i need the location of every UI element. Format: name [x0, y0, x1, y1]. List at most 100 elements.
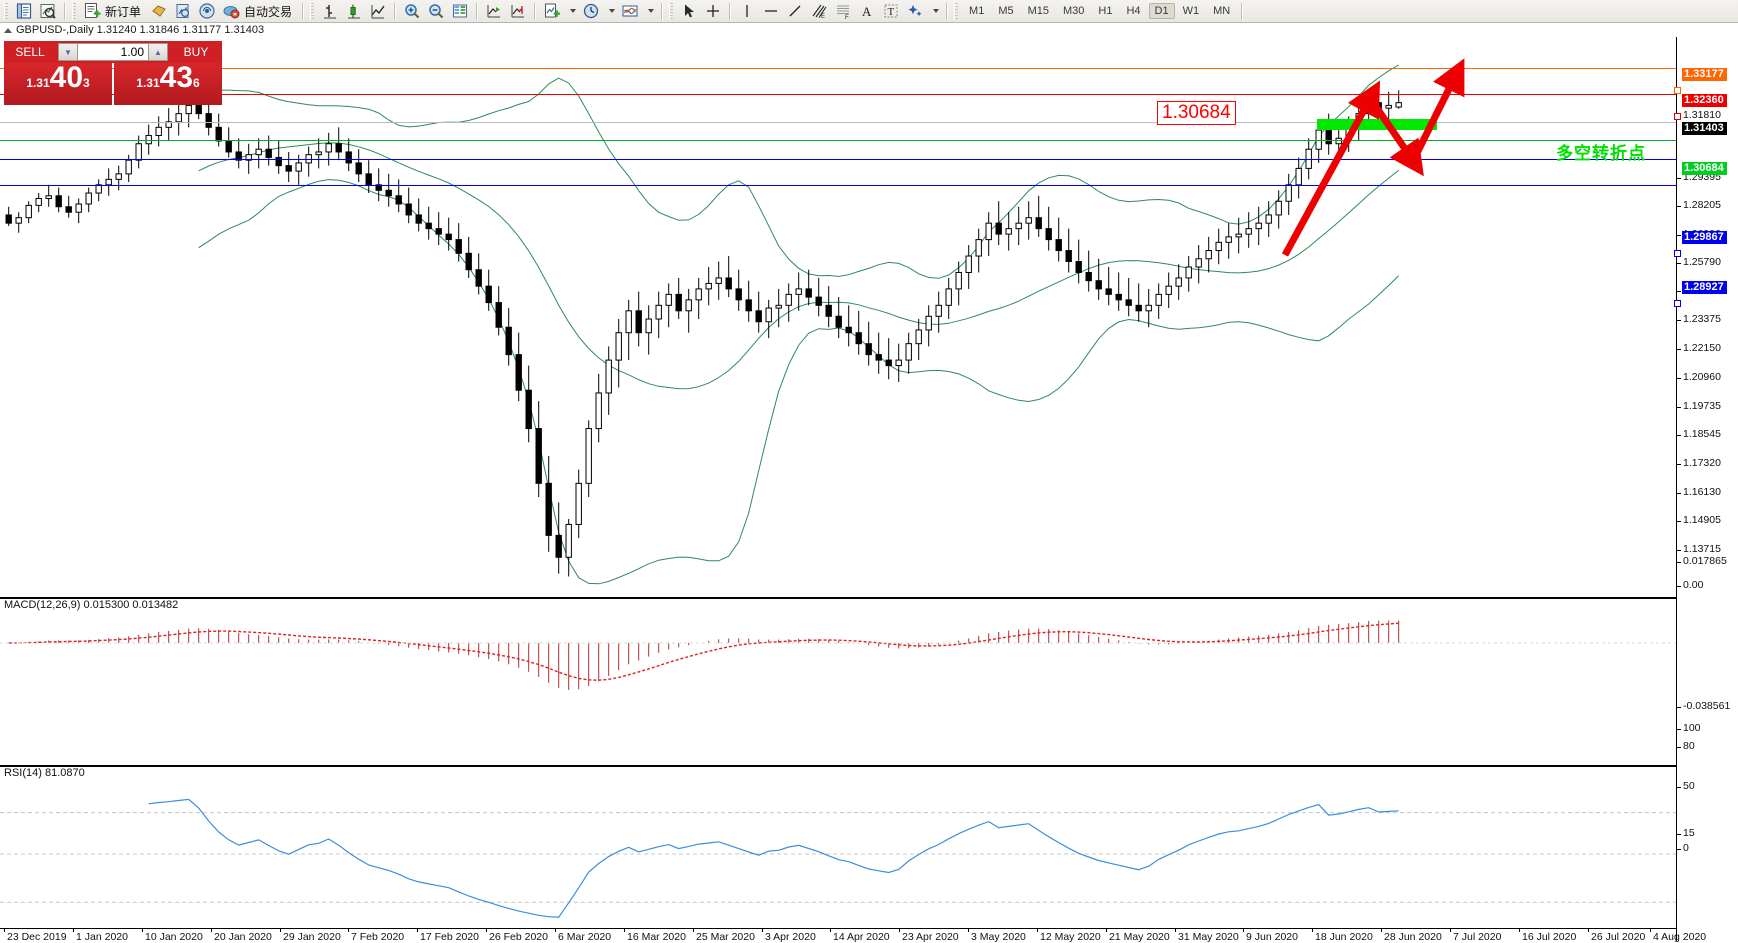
toolbar-grip[interactable] — [4, 2, 8, 20]
data-window-icon[interactable] — [36, 1, 60, 22]
toolbar-separator-7 — [729, 2, 732, 20]
rsi-pane[interactable] — [0, 781, 1676, 929]
expert-advisors-icon[interactable] — [147, 1, 171, 22]
price-annotation-box[interactable]: 1.30684 — [1157, 101, 1236, 125]
sell-price-pip: 3 — [83, 76, 90, 90]
price-line-support-blue-lower[interactable] — [0, 185, 1676, 186]
macd-tick-label: 0.017865 — [1683, 555, 1727, 567]
volume-input[interactable]: 1.00 — [78, 43, 148, 61]
timeframe-m30[interactable]: M30 — [1063, 5, 1085, 17]
date-tick-label: 18 Jun 2020 — [1315, 931, 1373, 943]
new-order-icon[interactable] — [80, 1, 104, 22]
price-tickmark — [1677, 435, 1681, 436]
text-label-icon[interactable]: T — [879, 1, 903, 22]
price-line-handle[interactable] — [1674, 300, 1681, 307]
auto-scroll-icon[interactable] — [482, 1, 506, 22]
volume-decrement-button[interactable]: ▼ — [58, 43, 78, 61]
templates-dropdown-icon[interactable] — [642, 1, 657, 22]
indicators-icon[interactable] — [540, 1, 564, 22]
timeframe-h4[interactable]: H4 — [1126, 5, 1141, 17]
chinese-annotation[interactable]: 多空转折点 — [1556, 144, 1646, 163]
macd-pane[interactable] — [0, 613, 1676, 703]
price-line-handle[interactable] — [1674, 250, 1681, 257]
price-tag-1.30684[interactable]: 1.30684 — [1682, 162, 1727, 175]
price-tag-1.29867[interactable]: 1.29867 — [1682, 231, 1727, 244]
price-line-resistance-orange[interactable] — [0, 68, 1676, 69]
shapes-icon[interactable] — [903, 1, 927, 22]
templates-icon[interactable] — [618, 1, 642, 22]
zoom-in-icon[interactable] — [400, 1, 424, 22]
price-axis[interactable]: 1.318101.293951.282051.269801.257901.245… — [1674, 37, 1738, 941]
volume-increment-button[interactable]: ▲ — [148, 43, 168, 61]
bar-chart-icon[interactable] — [318, 1, 342, 22]
rsi-tickmark — [1677, 834, 1681, 835]
signals-icon[interactable] — [195, 1, 219, 22]
chart-grid-icon[interactable] — [448, 1, 472, 22]
collapse-triangle-icon[interactable] — [4, 27, 12, 33]
candlestick-chart-icon[interactable] — [342, 1, 366, 22]
timeframe-d1[interactable]: D1 — [1148, 3, 1175, 19]
timeframe-h1[interactable]: H1 — [1098, 5, 1113, 17]
timeframe-m1[interactable]: M1 — [969, 5, 985, 17]
timeframe-w1[interactable]: W1 — [1182, 5, 1200, 17]
chart-window[interactable]: GBPUSD-,Daily 1.31240 1.31846 1.31177 1.… — [0, 23, 1738, 943]
auto-trading-label[interactable]: 自动交易 — [244, 4, 293, 19]
sell-button[interactable]: 1.31 40 3 — [4, 63, 112, 105]
price-tickmark — [1677, 521, 1681, 522]
timeframe-mn[interactable]: MN — [1213, 5, 1231, 17]
toolbar-grip-2[interactable] — [72, 2, 76, 20]
line-chart-icon[interactable] — [366, 1, 390, 22]
price-line-resistance-red[interactable] — [0, 94, 1676, 95]
toolbar-separator-4 — [476, 2, 479, 20]
price-tick-label: 1.16130 — [1683, 486, 1721, 498]
buy-button[interactable]: 1.31 43 6 — [114, 63, 222, 105]
price-tag-1.31403[interactable]: 1.31403 — [1682, 122, 1727, 135]
price-line-current-price-gray[interactable] — [0, 122, 1676, 123]
timeframe-m15[interactable]: M15 — [1027, 5, 1049, 17]
crosshair-icon[interactable] — [701, 1, 725, 22]
trendline-icon[interactable] — [783, 1, 807, 22]
cursor-icon[interactable] — [677, 1, 701, 22]
market-icon[interactable] — [219, 1, 243, 22]
date-tick-label: 9 Jun 2020 — [1246, 931, 1298, 943]
fibonacci-retracement-icon[interactable]: F — [831, 1, 855, 22]
svg-text:F: F — [845, 15, 849, 20]
vertical-line-icon[interactable] — [735, 1, 759, 22]
terminal-icon[interactable] — [12, 1, 36, 22]
price-pane[interactable] — [0, 37, 1676, 597]
date-tick-label: 10 Jan 2020 — [145, 931, 203, 943]
toolbar-grip-4[interactable] — [669, 2, 674, 20]
date-tickmark — [142, 929, 143, 932]
chart-shift-icon[interactable] — [506, 1, 530, 22]
periods-dropdown-icon[interactable] — [603, 1, 618, 22]
rsi-pane-separator — [0, 765, 1676, 767]
toolbar-grip-5[interactable] — [954, 2, 959, 20]
price-tag-1.32360[interactable]: 1.32360 — [1682, 94, 1727, 107]
price-line-support-blue-upper[interactable] — [0, 159, 1676, 160]
periods-icon[interactable] — [579, 1, 603, 22]
strategy-tester-icon[interactable] — [171, 1, 195, 22]
macd-pane-separator — [0, 597, 1676, 599]
one-click-trading-panel[interactable]: SELL ▼ 1.00 ▲ BUY 1.31 40 3 1.31 43 6 — [4, 41, 222, 105]
timeframe-m5[interactable]: M5 — [998, 5, 1014, 17]
price-tick-label: 1.20960 — [1683, 371, 1721, 383]
price-line-handle[interactable] — [1674, 113, 1681, 120]
text-icon[interactable]: A — [855, 1, 879, 22]
horizontal-line-icon[interactable] — [759, 1, 783, 22]
date-axis[interactable]: 23 Dec 2019 1 Jan 2020 10 Jan 2020 20 Jan 2… — [0, 928, 1706, 943]
date-tickmark — [280, 929, 281, 932]
price-line-handle[interactable] — [1674, 87, 1681, 94]
price-tag-1.33177[interactable]: 1.33177 — [1682, 68, 1727, 81]
date-tick-label: 4 Aug 2020 — [1653, 931, 1707, 943]
price-line-pivot-green[interactable] — [0, 140, 1676, 141]
equidistant-channel-icon[interactable]: E — [807, 1, 831, 22]
price-tag-1.28927[interactable]: 1.28927 — [1682, 281, 1727, 294]
shapes-dropdown-icon[interactable] — [927, 1, 942, 22]
chevron-up-icon: ▲ — [154, 47, 162, 57]
new-order-label[interactable]: 新订单 — [105, 4, 142, 19]
zoom-out-icon[interactable] — [424, 1, 448, 22]
indicators-dropdown-icon[interactable] — [564, 1, 579, 22]
pivot-zone-highlight — [1317, 119, 1437, 130]
toolbar-grip-3[interactable] — [310, 2, 315, 20]
volume-stepper[interactable]: ▼ 1.00 ▲ — [56, 41, 170, 63]
